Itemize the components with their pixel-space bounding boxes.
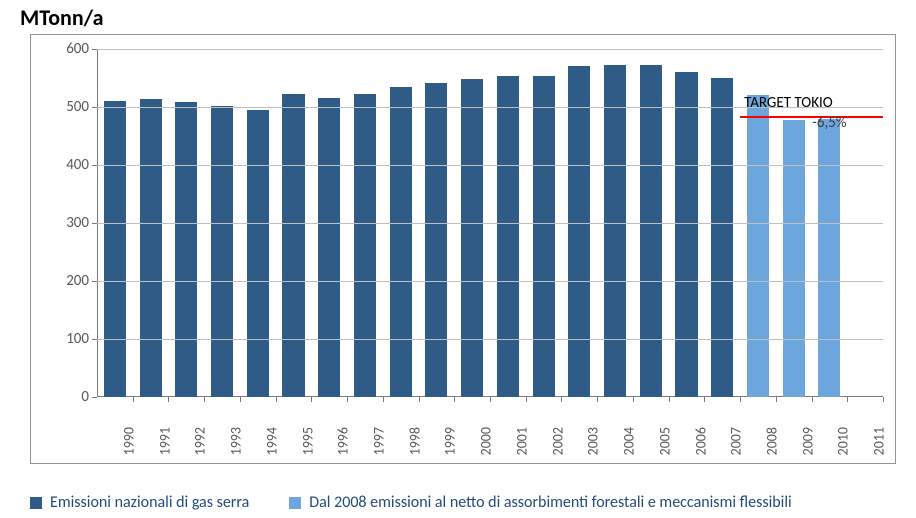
x-tick-label: 2010 — [835, 427, 852, 455]
bar-series1 — [104, 101, 126, 397]
x-tick-mark — [311, 397, 312, 402]
x-tick-label: 1990 — [121, 427, 138, 455]
x-tick-mark — [133, 397, 134, 402]
x-tick-label: 2007 — [728, 427, 745, 455]
x-tick-label: 1999 — [442, 427, 459, 455]
plot-area: 0100200300400500600199019911992199319941… — [97, 49, 883, 397]
bar-series1 — [282, 94, 304, 397]
x-tick-label: 1993 — [228, 427, 245, 455]
bar-series2 — [747, 95, 769, 397]
x-tick-mark — [347, 397, 348, 402]
target-pct-label: -6,5% — [812, 114, 846, 132]
x-tick-label: 2005 — [656, 427, 673, 455]
x-tick-mark — [168, 397, 169, 402]
y-tick-label: 600 — [66, 40, 97, 58]
legend: Emissioni nazionali di gas serra Dal 200… — [30, 493, 792, 512]
x-tick-mark — [633, 397, 634, 402]
bar-series1 — [354, 94, 376, 397]
bar-series1 — [675, 72, 697, 397]
x-tick-mark — [740, 397, 741, 402]
x-tick-mark — [847, 397, 848, 402]
x-tick-mark — [812, 397, 813, 402]
bar-series1 — [568, 66, 590, 397]
x-tick-label: 1996 — [335, 427, 352, 455]
bar-series1 — [640, 65, 662, 397]
x-tick-label: 2002 — [549, 427, 566, 455]
x-tick-mark — [669, 397, 670, 402]
x-tick-mark — [704, 397, 705, 402]
x-tick-label: 1992 — [192, 427, 209, 455]
x-tick-label: 1991 — [156, 427, 173, 455]
y-tick-label: 500 — [66, 98, 97, 116]
x-tick-label: 2004 — [621, 427, 638, 455]
x-tick-label: 2006 — [692, 427, 709, 455]
x-tick-mark — [561, 397, 562, 402]
bar-series2 — [783, 120, 805, 397]
bar-series1 — [533, 76, 555, 397]
bar-series2 — [818, 119, 840, 397]
x-tick-label: 1997 — [371, 427, 388, 455]
x-tick-mark — [776, 397, 777, 402]
bar-series1 — [604, 65, 626, 397]
x-tick-mark — [204, 397, 205, 402]
y-tick-label: 200 — [66, 272, 97, 290]
target-label: TARGET TOKIO — [744, 94, 833, 112]
x-tick-mark — [276, 397, 277, 402]
x-tick-label: 2008 — [764, 427, 781, 455]
y-tick-label: 300 — [66, 214, 97, 232]
bar-series1 — [711, 78, 733, 397]
y-tick-label: 0 — [81, 388, 97, 406]
x-tick-label: 2009 — [799, 427, 816, 455]
legend-item-series2: Dal 2008 emissioni al netto di assorbime… — [289, 493, 791, 512]
legend-swatch-series2 — [289, 497, 301, 509]
bar-series1 — [390, 87, 412, 397]
y-axis-title: MTonn/a — [20, 4, 103, 31]
legend-label-series1: Emissioni nazionali di gas serra — [50, 493, 249, 512]
x-tick-mark — [383, 397, 384, 402]
bar-series1 — [211, 106, 233, 397]
bar-series1 — [425, 83, 447, 397]
gridline — [97, 223, 883, 224]
chart-frame: 0 100 200 300 400 500 600 1990 1991 1992 1993 1994 1… — [30, 34, 896, 464]
legend-swatch-series1 — [30, 497, 42, 509]
gridline — [97, 165, 883, 166]
gridline — [97, 281, 883, 282]
x-tick-label: 2000 — [478, 427, 495, 455]
x-tick-label: 2001 — [514, 427, 531, 455]
x-tick-mark — [526, 397, 527, 402]
legend-item-series1: Emissioni nazionali di gas serra — [30, 493, 249, 512]
x-tick-mark — [419, 397, 420, 402]
y-tick-label: 400 — [66, 156, 97, 174]
x-tick-label: 1998 — [406, 427, 423, 455]
gridline — [97, 49, 883, 50]
x-tick-mark — [883, 397, 884, 402]
x-tick-label: 2011 — [871, 427, 888, 455]
bar-series1 — [461, 79, 483, 397]
x-tick-mark — [490, 397, 491, 402]
legend-label-series2: Dal 2008 emissioni al netto di assorbime… — [309, 493, 791, 512]
x-tick-label: 2003 — [585, 427, 602, 455]
x-tick-mark — [454, 397, 455, 402]
gridline — [97, 339, 883, 340]
bar-series1 — [140, 99, 162, 397]
x-tick-mark — [240, 397, 241, 402]
bar-series1 — [247, 110, 269, 397]
bar-series1 — [497, 76, 519, 397]
x-tick-label: 1995 — [299, 427, 316, 455]
y-tick-label: 100 — [66, 330, 97, 348]
x-tick-label: 1994 — [263, 427, 280, 455]
bar-series1 — [175, 102, 197, 397]
x-tick-mark — [597, 397, 598, 402]
bar-series1 — [318, 98, 340, 397]
